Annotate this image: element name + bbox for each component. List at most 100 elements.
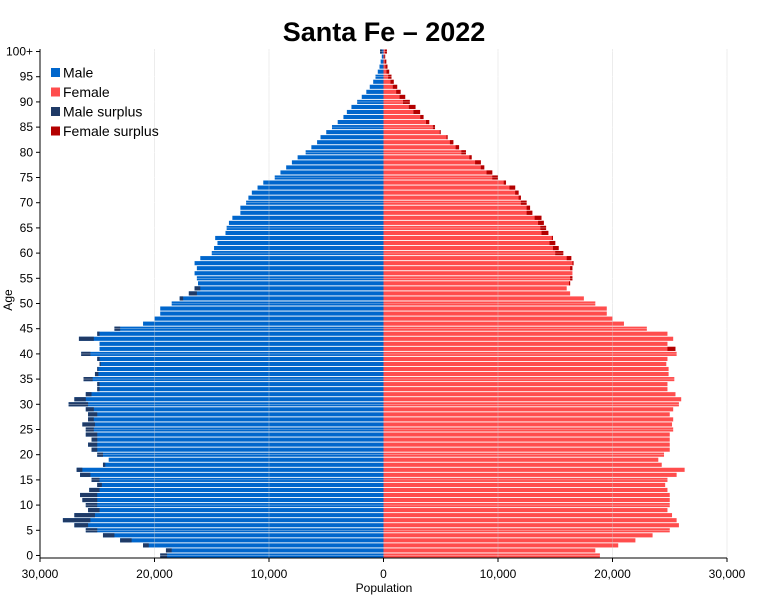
female-bar-age-16 bbox=[383, 472, 677, 477]
male-bar-age-37 bbox=[97, 366, 384, 372]
male-bar-age-41 bbox=[99, 346, 384, 351]
female-bar-age-73 bbox=[383, 185, 516, 190]
male-bar-age-43 bbox=[78, 336, 384, 341]
y-tick-label: 70 bbox=[20, 196, 34, 210]
female-surplus-bar-age-62 bbox=[549, 240, 556, 246]
female-surplus-bar-age-66 bbox=[538, 220, 544, 225]
male-bar-age-9 bbox=[88, 508, 384, 513]
x-tick-label: 0 bbox=[380, 567, 387, 581]
legend-label-male-surplus: Male surplus bbox=[63, 104, 142, 120]
x-axis-label: Population bbox=[356, 581, 413, 595]
male-bar-age-1 bbox=[165, 548, 384, 553]
male-bar-age-53 bbox=[194, 286, 384, 291]
male-surplus-bar-age-32 bbox=[85, 392, 92, 397]
male-bar-age-32 bbox=[85, 392, 384, 397]
female-bar-age-3 bbox=[383, 538, 636, 543]
male-bar-age-51 bbox=[179, 296, 384, 301]
female-bar-age-28 bbox=[383, 412, 670, 417]
female-bar-age-1 bbox=[383, 548, 596, 553]
y-tick-label: 60 bbox=[20, 246, 34, 260]
male-bar-age-8 bbox=[74, 513, 384, 518]
male-surplus-bar-age-43 bbox=[78, 336, 94, 341]
male-bar-age-57 bbox=[196, 266, 384, 271]
female-bar-age-78 bbox=[383, 160, 481, 165]
y-tick-label: 5 bbox=[26, 523, 33, 537]
female-bar-age-72 bbox=[383, 190, 519, 195]
male-surplus-bar-age-36 bbox=[94, 371, 99, 377]
female-surplus-bar-age-69 bbox=[526, 205, 531, 210]
male-bar-age-14 bbox=[97, 482, 384, 487]
male-bar-age-79 bbox=[297, 155, 384, 160]
male-surplus-bar-age-14 bbox=[97, 482, 102, 487]
female-bar-age-89 bbox=[383, 104, 409, 110]
female-bar-age-83 bbox=[383, 135, 448, 140]
female-surplus-bar-age-94 bbox=[390, 79, 394, 84]
male-bar-age-82 bbox=[317, 140, 384, 145]
legend-swatch-male bbox=[51, 68, 60, 77]
y-tick-label: 95 bbox=[20, 70, 34, 84]
female-bar-age-82 bbox=[383, 140, 454, 145]
female-bar-age-48 bbox=[383, 311, 607, 316]
male-bar-age-92 bbox=[366, 89, 384, 94]
female-surplus-bar-age-92 bbox=[396, 89, 401, 94]
female-bar-age-33 bbox=[383, 387, 668, 392]
male-bar-age-89 bbox=[351, 104, 384, 110]
female-bar-age-74 bbox=[383, 180, 507, 185]
male-bar-age-23 bbox=[91, 437, 384, 442]
female-bar-age-29 bbox=[383, 407, 674, 412]
female-surplus-bar-age-68 bbox=[526, 210, 533, 215]
female-surplus-bar-age-88 bbox=[413, 109, 421, 115]
female-bar-age-46 bbox=[383, 321, 624, 326]
male-bar-age-86 bbox=[337, 120, 384, 125]
male-bar-age-13 bbox=[89, 487, 384, 493]
legend: Male Female Male surplus Female surplus bbox=[51, 65, 159, 139]
female-bar-age-79 bbox=[383, 155, 472, 160]
male-surplus-bar-age-21 bbox=[91, 447, 98, 452]
female-surplus-bar-age-63 bbox=[551, 235, 553, 241]
female-bar-age-38 bbox=[383, 361, 667, 367]
female-surplus-bar-age-86 bbox=[425, 120, 430, 125]
male-surplus-bar-age-22 bbox=[88, 442, 98, 447]
y-tick-label: 90 bbox=[20, 95, 34, 109]
male-bar-age-74 bbox=[263, 180, 384, 185]
male-bar-age-56 bbox=[194, 271, 384, 276]
male-bar-age-59 bbox=[200, 256, 384, 261]
female-bar-age-6 bbox=[383, 523, 679, 528]
y-tick-label: 15 bbox=[20, 473, 34, 487]
male-surplus-bar-age-12 bbox=[80, 492, 98, 498]
female-bar-age-59 bbox=[383, 256, 572, 261]
male-bar-age-76 bbox=[280, 170, 384, 175]
female-bar-age-54 bbox=[383, 281, 571, 286]
male-bar-age-91 bbox=[361, 94, 384, 99]
x-tick-label: 10,000 bbox=[251, 567, 288, 581]
female-bar-age-64 bbox=[383, 230, 549, 236]
y-tick-label: 20 bbox=[20, 448, 34, 462]
female-surplus-bar-age-59 bbox=[566, 256, 572, 261]
female-bar-age-63 bbox=[383, 235, 553, 241]
male-surplus-bar-age-3 bbox=[120, 538, 132, 543]
x-tick-label: 20,000 bbox=[136, 567, 173, 581]
y-tick-label: 35 bbox=[20, 372, 34, 386]
male-surplus-bar-age-7 bbox=[62, 518, 91, 523]
female-bar-age-86 bbox=[383, 120, 426, 125]
x-tick-label: 30,000 bbox=[22, 567, 59, 581]
y-tick-label: 80 bbox=[20, 145, 34, 159]
female-bar-age-62 bbox=[383, 240, 556, 246]
male-surplus-bar-age-2 bbox=[143, 543, 149, 548]
male-bar-age-28 bbox=[88, 412, 384, 417]
legend-label-female-surplus: Female surplus bbox=[63, 123, 159, 139]
male-bar-age-99 bbox=[381, 54, 384, 59]
x-tick-label: 10,000 bbox=[480, 567, 517, 581]
y-tick-label: 100+ bbox=[6, 45, 33, 59]
female-bar-age-61 bbox=[383, 245, 559, 251]
female-bar-age-84 bbox=[383, 130, 440, 135]
male-bar-age-19 bbox=[108, 457, 384, 462]
female-surplus-bar-age-73 bbox=[509, 185, 516, 190]
male-surplus-bar-age-38 bbox=[99, 361, 101, 367]
male-bar-age-38 bbox=[99, 361, 384, 367]
male-bar-age-67 bbox=[232, 215, 384, 220]
male-bar-age-33 bbox=[97, 387, 384, 392]
male-bar-age-49 bbox=[160, 306, 384, 311]
female-bar-age-56 bbox=[383, 271, 573, 276]
